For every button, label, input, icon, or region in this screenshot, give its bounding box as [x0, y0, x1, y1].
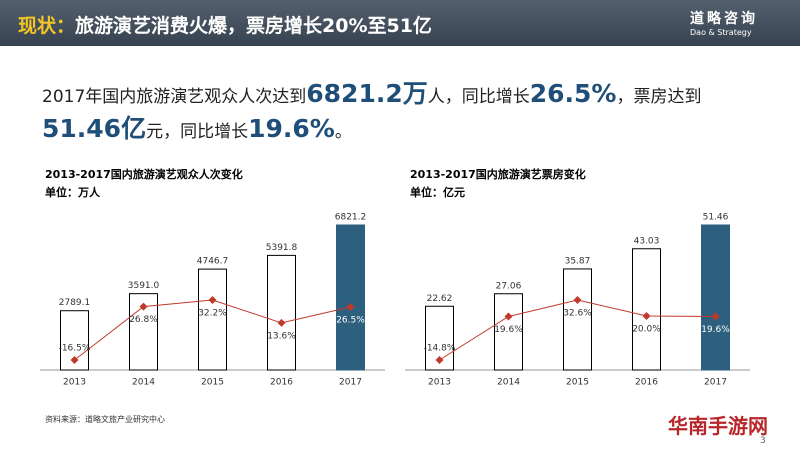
summary-segment: 。 — [334, 122, 352, 142]
x-tick-label: 2016 — [635, 378, 658, 388]
bar — [701, 224, 730, 371]
x-tick-label: 2013 — [428, 378, 451, 388]
source: 资料来源：道略文旅产业研究中心 — [45, 415, 165, 424]
bar-value-label: 22.62 — [427, 294, 453, 304]
growth-marker — [711, 312, 720, 321]
growth-label: 19.6% — [494, 325, 523, 335]
bar-value-label: 4746.7 — [197, 257, 229, 267]
growth-marker — [642, 311, 651, 320]
x-tick-label: 2016 — [270, 378, 293, 388]
x-tick-label: 2014 — [497, 378, 520, 388]
header-text: 旅游演艺消费火爆，票房增长20%至51亿 — [75, 15, 432, 37]
growth-label: 20.0% — [632, 324, 661, 334]
summary-segment: 26.5% — [529, 79, 617, 108]
growth-marker — [208, 296, 217, 304]
growth-label: 26.8% — [129, 315, 158, 325]
brand-name: 道略咨询 — [690, 11, 758, 27]
growth-marker — [573, 296, 582, 304]
bar — [563, 268, 592, 371]
bar-value-label: 35.87 — [565, 256, 591, 266]
bar — [632, 248, 661, 371]
x-tick-label: 2017 — [704, 378, 727, 388]
header-bar: 现状：旅游演艺消费火爆，票房增长20%至51亿 道略咨询 Dao & Strat… — [0, 0, 800, 46]
x-tick-label: 2015 — [201, 378, 224, 388]
brand-sub: Dao & Strategy — [690, 28, 752, 37]
summary: 2017年国内旅游演艺观众人次达到6821.2万人，同比增长26.5%，票房达到… — [42, 78, 762, 148]
page-number: 3 — [760, 436, 766, 446]
x-tick-label: 2015 — [566, 378, 589, 388]
summary-segment: 元，同比增长 — [146, 122, 249, 142]
growth-label: 13.6% — [267, 331, 296, 341]
summary-segment: 19.6% — [248, 114, 335, 143]
growth-label: 32.6% — [563, 309, 592, 319]
bar — [198, 268, 227, 371]
x-tick-label: 2014 — [132, 378, 155, 388]
summary-segment: 6821.2万 — [306, 79, 428, 108]
summary-segment: 人，同比增长 — [427, 87, 530, 107]
summary-segment: ，票房达到 — [616, 87, 702, 107]
bar-value-label: 2789.1 — [59, 298, 91, 308]
summary-segment: 2017年国内旅游演艺观众人次达到 — [42, 87, 307, 107]
chart-subtitle: 单位：万人 — [45, 185, 101, 199]
summary-segment: 51.46亿 — [42, 114, 147, 143]
growth-marker — [277, 318, 286, 327]
chart-subtitle: 单位：亿元 — [410, 185, 465, 199]
bar — [336, 224, 365, 371]
watermark: 华南手游网 — [668, 414, 768, 438]
bar — [494, 293, 523, 371]
bar-value-label: 5391.8 — [266, 243, 298, 253]
growth-label: -14.8% — [424, 344, 456, 354]
header-title: 现状：旅游演艺消费火爆，票房增长20%至51亿 — [18, 11, 432, 38]
growth-marker — [504, 312, 513, 321]
growth-label: 32.2% — [198, 309, 227, 319]
chart-title: 2013-2017国内旅游演艺观众人次变化 — [45, 167, 243, 181]
growth-marker — [70, 356, 79, 364]
growth-marker — [346, 303, 355, 312]
growth-label: -16.5% — [59, 344, 91, 354]
x-tick-label: 2017 — [339, 378, 362, 388]
bar-value-label: 51.46 — [703, 213, 729, 223]
header-label: 现状： — [18, 15, 76, 37]
bar-value-label: 3591.0 — [128, 281, 160, 291]
bar-value-label: 43.03 — [634, 236, 660, 246]
brand: 道略咨询 Dao & Strategy — [690, 8, 758, 37]
growth-label: 26.5% — [336, 316, 365, 326]
x-tick-label: 2013 — [63, 378, 86, 388]
bar — [267, 254, 296, 371]
growth-label: 19.6% — [701, 325, 730, 335]
bar-value-label: 27.06 — [496, 281, 522, 291]
chart-title: 2013-2017国内旅游演艺票房变化 — [410, 167, 586, 181]
growth-marker — [435, 356, 444, 364]
growth-marker — [139, 302, 148, 311]
bar-value-label: 6821.2 — [335, 213, 367, 223]
